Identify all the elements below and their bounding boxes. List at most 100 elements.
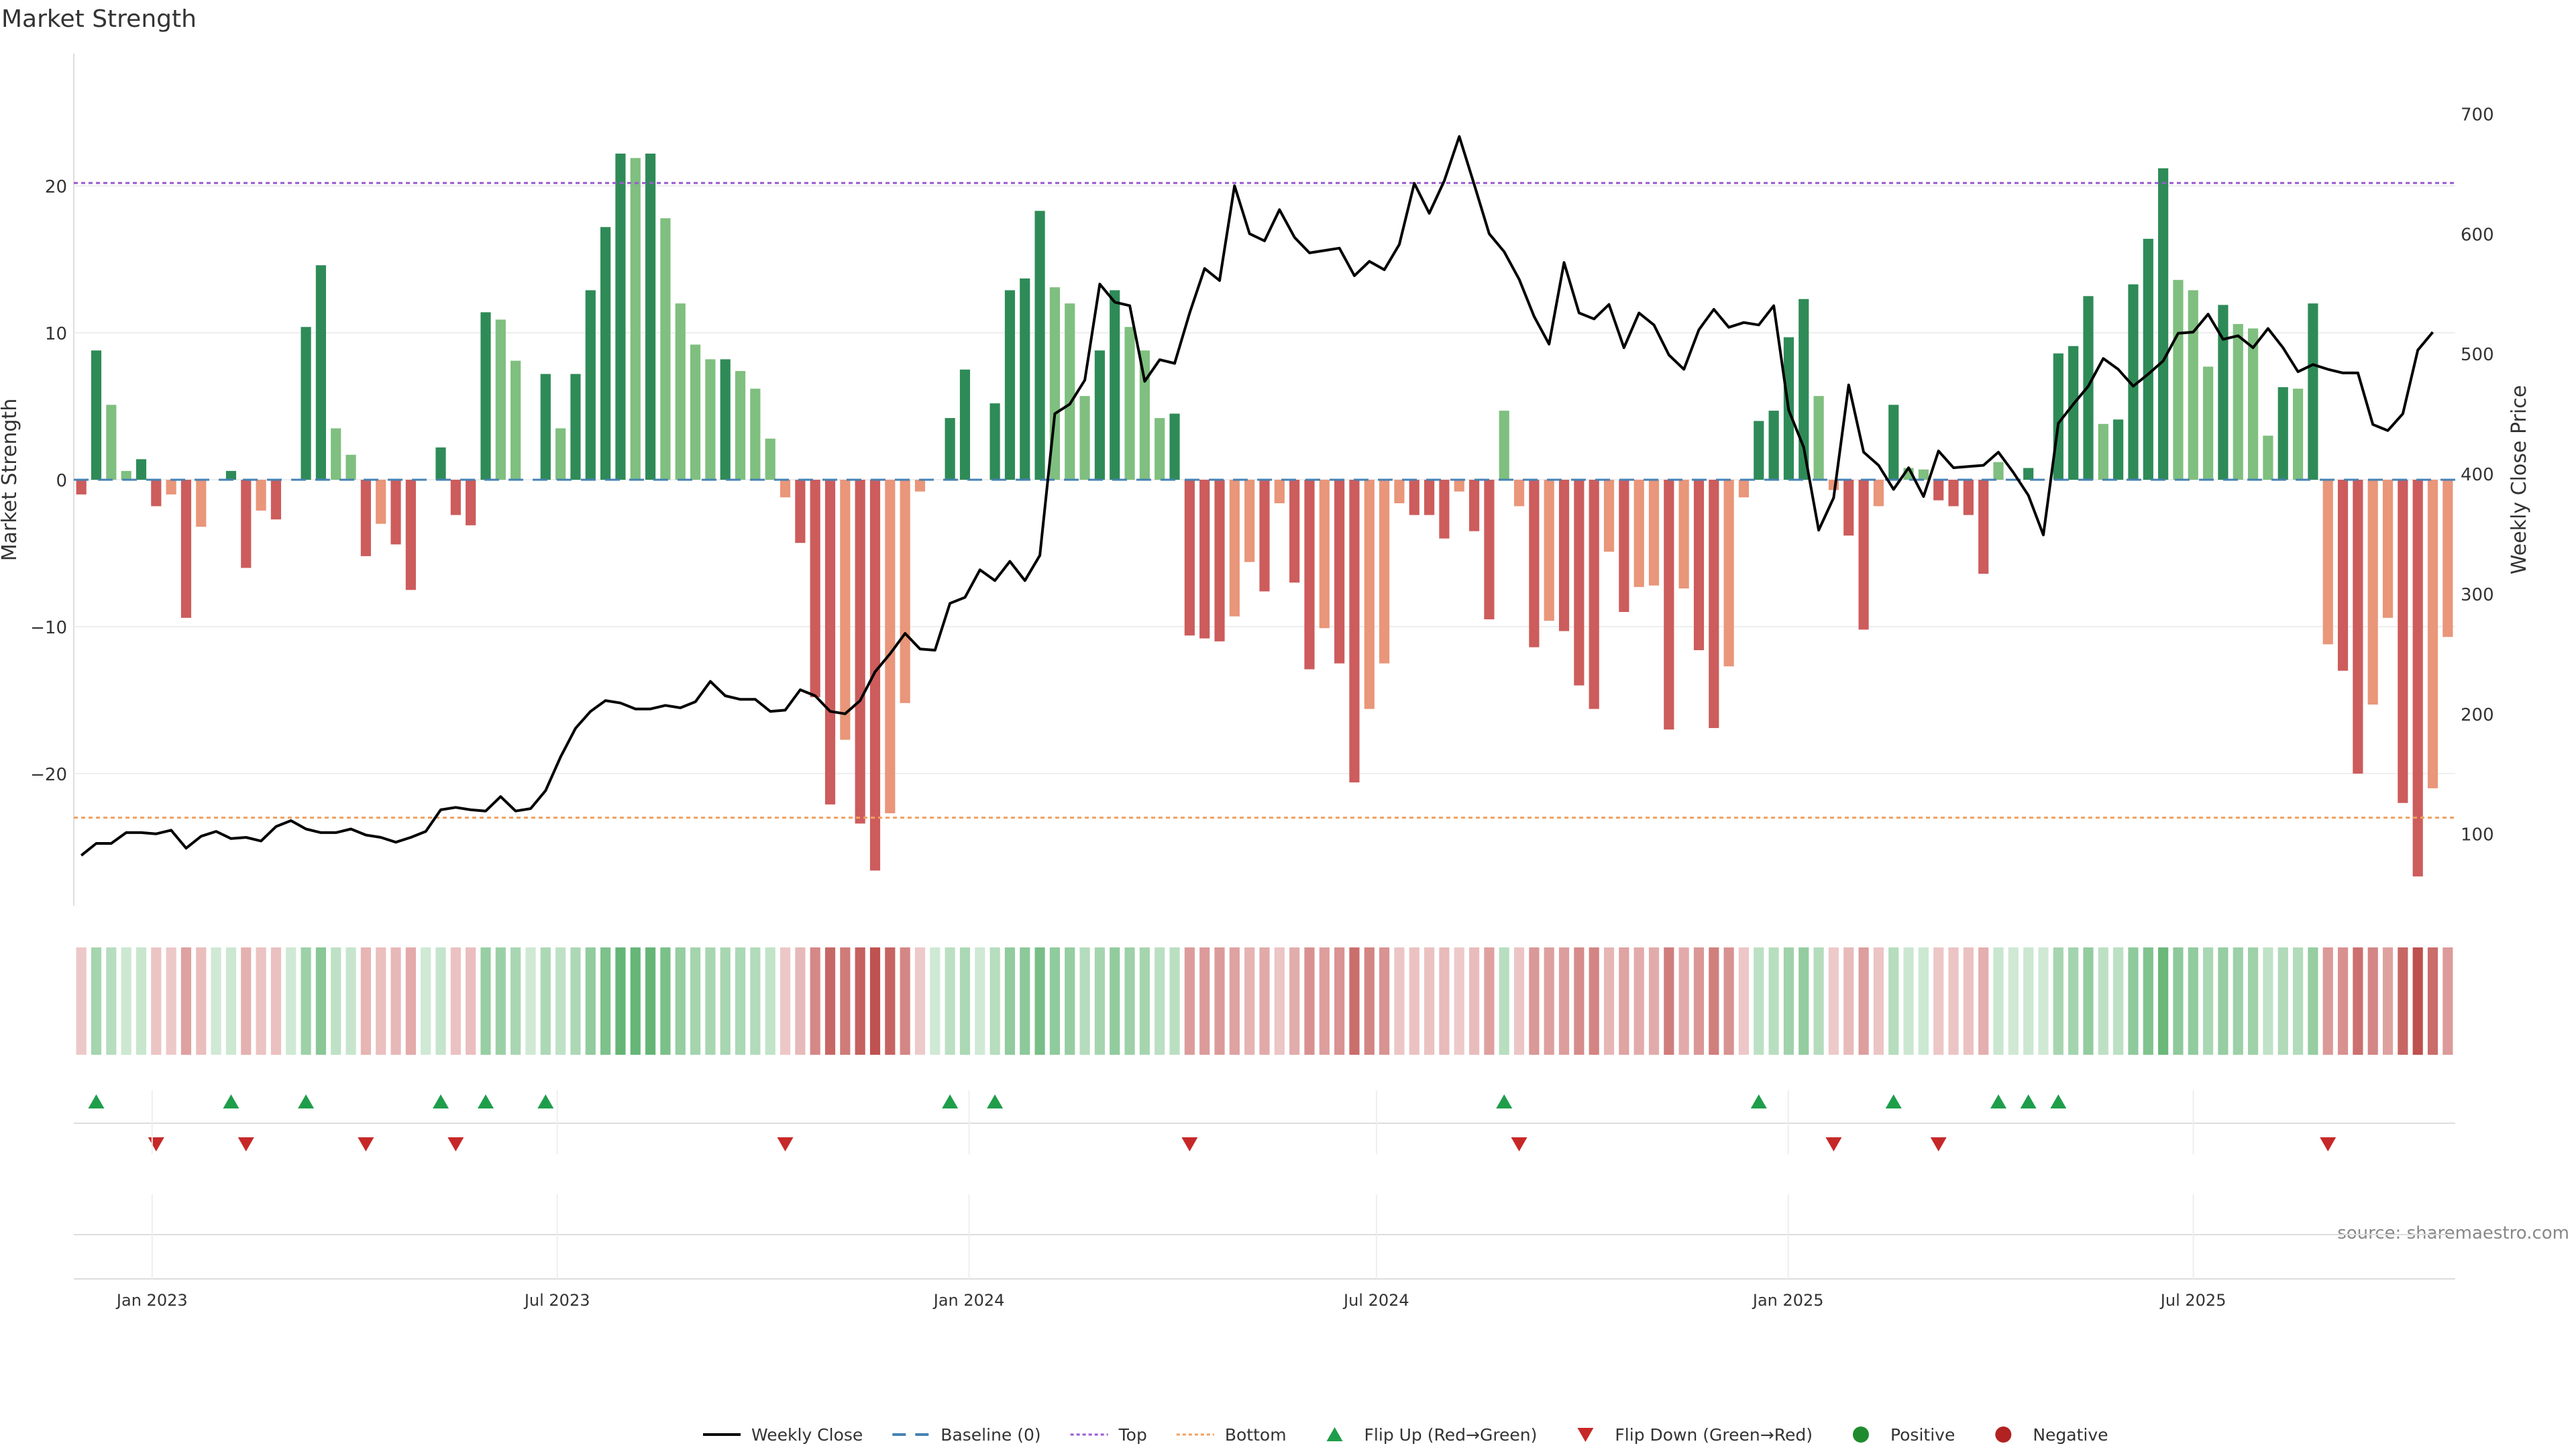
legend-item: Baseline (0) (892, 1425, 1041, 1445)
flip-up-marker (88, 1094, 105, 1108)
heat-cell (525, 947, 536, 1055)
heat-cell (2083, 947, 2094, 1055)
legend-swatch-flip-up (1326, 1427, 1343, 1441)
flip-markers (74, 1094, 2455, 1235)
strength-bar (1364, 480, 1375, 709)
strength-bar (1544, 480, 1554, 621)
heat-cell (1124, 947, 1135, 1055)
heat-cell (2382, 947, 2394, 1055)
strength-bar (1155, 418, 1165, 480)
strength-bar (1110, 290, 1120, 480)
heat-cell (435, 947, 446, 1055)
heat-cell (1439, 947, 1450, 1055)
strength-bar (585, 290, 596, 480)
heat-cell (301, 947, 311, 1055)
weekly-close-line-layer (80, 135, 2434, 857)
heat-cell (1903, 947, 1914, 1055)
strength-bar (241, 480, 252, 568)
y-tick-label: −10 (30, 618, 67, 638)
strength-bar (2382, 480, 2394, 618)
y2-tick-label: 500 (2461, 345, 2494, 365)
strength-bar (600, 227, 611, 480)
heat-cell (1709, 947, 1719, 1055)
strength-bar (1888, 405, 1899, 480)
heat-cell (705, 947, 716, 1055)
heat-cell (1394, 947, 1405, 1055)
heat-cell (1993, 947, 2004, 1055)
strength-bar (765, 438, 775, 480)
heat-cell (1139, 947, 1150, 1055)
strength-bar (959, 369, 971, 480)
heat-cell (1379, 947, 1390, 1055)
flip-down-marker (1825, 1137, 1842, 1151)
heat-cell (480, 947, 491, 1055)
y2-axis-label: Weekly Close Price (2508, 385, 2531, 574)
heat-cell (2143, 947, 2153, 1055)
strength-bar (690, 344, 701, 480)
heat-cell (1229, 947, 1240, 1055)
heat-cell (450, 947, 461, 1055)
strength-bar (1334, 480, 1345, 664)
legend: Weekly Close Baseline (0) Top Bottom Flip Up… (703, 1425, 2108, 1445)
strength-bar (869, 480, 881, 871)
heat-cell (885, 947, 896, 1055)
strength-bar (1738, 480, 1750, 498)
y2-tick-label: 700 (2461, 105, 2494, 125)
strength-bar (1948, 480, 1959, 507)
strength-bar (675, 303, 686, 480)
heat-cell (1468, 947, 1480, 1055)
strength-bar (1394, 480, 1405, 504)
flip-up-marker (537, 1094, 554, 1108)
heat-cell (2412, 947, 2423, 1055)
strength-bar (2113, 419, 2124, 480)
x-tick-label: Jan 2025 (1752, 1291, 1824, 1310)
strength-bar (780, 480, 791, 498)
strength-bar (1214, 480, 1225, 641)
strength-bar (1169, 413, 1180, 480)
heat-cell (675, 947, 686, 1055)
heat-cell (1888, 947, 1899, 1055)
strength-bar (795, 480, 806, 543)
strength-bar (1259, 480, 1270, 592)
heat-cell (2113, 947, 2124, 1055)
strength-bar (900, 480, 910, 703)
heat-cell (2427, 947, 2438, 1055)
heat-cell (959, 947, 971, 1055)
heat-cell (121, 947, 131, 1055)
heat-cell (1110, 947, 1120, 1055)
strength-bar (1199, 480, 1210, 639)
heat-cell (855, 947, 865, 1055)
heat-cell (1304, 947, 1315, 1055)
heat-cell (2263, 947, 2273, 1055)
strength-bar (735, 370, 746, 480)
strength-bar (1184, 480, 1195, 636)
strength-bar (1529, 480, 1540, 647)
strength-bar (855, 480, 865, 824)
heat-cell (345, 947, 356, 1055)
weekly-close-line (80, 135, 2434, 857)
heat-cell (421, 947, 431, 1055)
heat-cell (1978, 947, 1989, 1055)
strength-bar (1873, 480, 1884, 507)
heat-cell (1349, 947, 1360, 1055)
legend-label: Flip Up (Red→Green) (1364, 1425, 1538, 1445)
heat-cell (360, 947, 371, 1055)
heat-cell (1319, 947, 1330, 1055)
flip-down-marker (148, 1137, 164, 1151)
strength-bar (450, 480, 461, 515)
heat-cell (2322, 947, 2333, 1055)
strength-bar (720, 359, 731, 480)
heat-cell (1499, 947, 1509, 1055)
heat-cell (1244, 947, 1255, 1055)
heat-cell (930, 947, 941, 1055)
legend-item: Negative (1995, 1425, 2108, 1445)
heat-cell (1648, 947, 1660, 1055)
heat-cell (1619, 947, 1629, 1055)
strength-bar (2158, 168, 2169, 480)
heat-cell (975, 947, 985, 1055)
heat-cell (1364, 947, 1375, 1055)
heat-cell (1214, 947, 1225, 1055)
strength-bar (2218, 305, 2229, 480)
strength-bar (1094, 350, 1105, 480)
